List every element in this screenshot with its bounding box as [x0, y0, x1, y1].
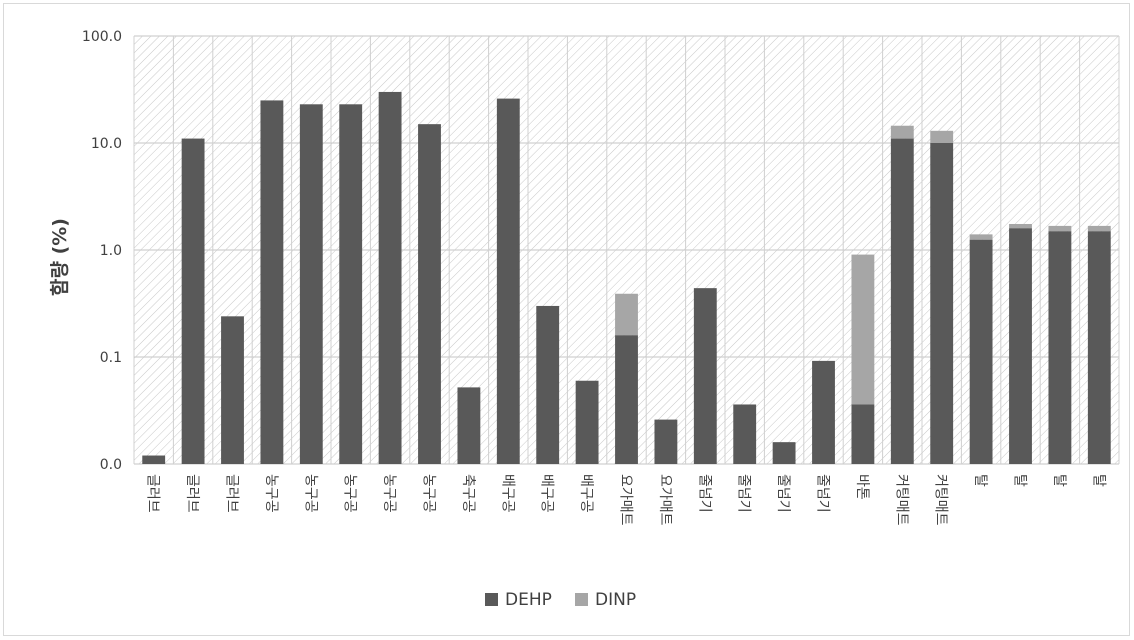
bar-dinp-23 [1048, 225, 1072, 232]
x-category-label: 요가매트 [657, 474, 673, 526]
bar-dehp-17 [812, 360, 835, 464]
legend-swatch-dinp [575, 593, 588, 606]
bar-dehp-18 [851, 404, 875, 464]
bar-dinp-24 [1087, 225, 1111, 232]
x-category-label: 농구공 [302, 474, 318, 513]
bar-dehp-14 [693, 288, 717, 464]
x-category-label: 농구공 [342, 474, 358, 513]
x-category-label: 커팅매트 [893, 474, 909, 526]
bar-dehp-3 [260, 100, 284, 465]
bar-dinp-12 [615, 293, 638, 336]
y-tick-label: 0.0 [100, 457, 122, 473]
y-axis-label: 함량 (%) [49, 218, 71, 296]
bar-dehp-7 [418, 124, 441, 464]
x-category-label: 탈 [1090, 474, 1106, 487]
bar-dinp-20 [930, 130, 954, 143]
bar-dehp-5 [339, 104, 363, 465]
legend-label-dinp: DINP [595, 590, 636, 610]
bar-dehp-0 [142, 455, 166, 464]
bar-dehp-19 [890, 138, 914, 464]
bar-dehp-4 [299, 104, 323, 465]
legend-swatch-dehp [485, 593, 498, 606]
bar-dinp-22 [1009, 223, 1032, 229]
gridlines [133, 35, 1120, 465]
x-category-label: 탈 [1051, 474, 1067, 487]
x-category-label: 농구공 [381, 474, 397, 513]
bar-dinp-21 [969, 234, 993, 240]
x-category-label: 배구공 [499, 474, 515, 513]
x-category-label: 농구공 [263, 474, 279, 513]
bar-dehp-22 [1009, 228, 1032, 464]
bar-dehp-21 [969, 239, 993, 464]
bar-dehp-13 [654, 419, 678, 464]
x-category-label: 탈 [1012, 474, 1028, 487]
x-axis-categories: 글러브 글러브 글러브 농구공 농구공 농구공 농구공 농구공 축구공 배구공 배구공 배구공 요가매트… [145, 474, 1107, 526]
x-category-label: 줄넘기 [736, 474, 752, 513]
bar-dehp-23 [1048, 231, 1072, 464]
x-category-label: 바톤 [854, 474, 870, 500]
y-tick-label: 1.0 [100, 243, 122, 259]
bar-dehp-2 [221, 316, 244, 464]
bar-dehp-9 [496, 98, 520, 465]
x-category-label: 탈 [972, 474, 988, 487]
x-category-label: 요가매트 [618, 474, 634, 526]
bar-dehp-10 [536, 305, 560, 464]
bar-dehp-15 [733, 404, 757, 464]
bar-dinp-18 [851, 254, 875, 405]
bars [142, 91, 1111, 465]
x-category-label: 글러브 [145, 474, 161, 513]
y-tick-label: 0.1 [100, 350, 122, 366]
x-category-label: 배구공 [539, 474, 555, 513]
legend: DEHP DINP [485, 590, 636, 610]
y-tick-label: 100.0 [82, 29, 122, 45]
x-category-label: 줄넘기 [696, 474, 712, 513]
x-category-label: 글러브 [184, 474, 200, 513]
bar-dehp-1 [181, 138, 205, 464]
bar-dehp-11 [575, 380, 599, 464]
legend-label-dehp: DEHP [505, 590, 552, 610]
x-category-label: 줄넘기 [815, 474, 831, 513]
x-category-label: 커팅매트 [933, 474, 949, 526]
x-category-label: 글러브 [224, 474, 240, 513]
bar-dehp-6 [378, 91, 402, 464]
x-category-label: 축구공 [460, 474, 476, 513]
bar-dehp-12 [615, 335, 638, 464]
bar-dehp-24 [1087, 231, 1111, 464]
bar-dehp-16 [772, 442, 796, 464]
x-category-label: 줄넘기 [775, 474, 791, 513]
bar-dehp-20 [930, 143, 954, 464]
bar-dinp-19 [890, 125, 914, 139]
x-category-label: 배구공 [578, 474, 594, 513]
bar-dehp-8 [457, 387, 481, 464]
y-axis-ticks: 100.0 10.0 1.0 0.1 0.0 [82, 29, 122, 473]
x-category-label: 농구공 [421, 474, 437, 513]
y-tick-label: 10.0 [91, 136, 122, 152]
